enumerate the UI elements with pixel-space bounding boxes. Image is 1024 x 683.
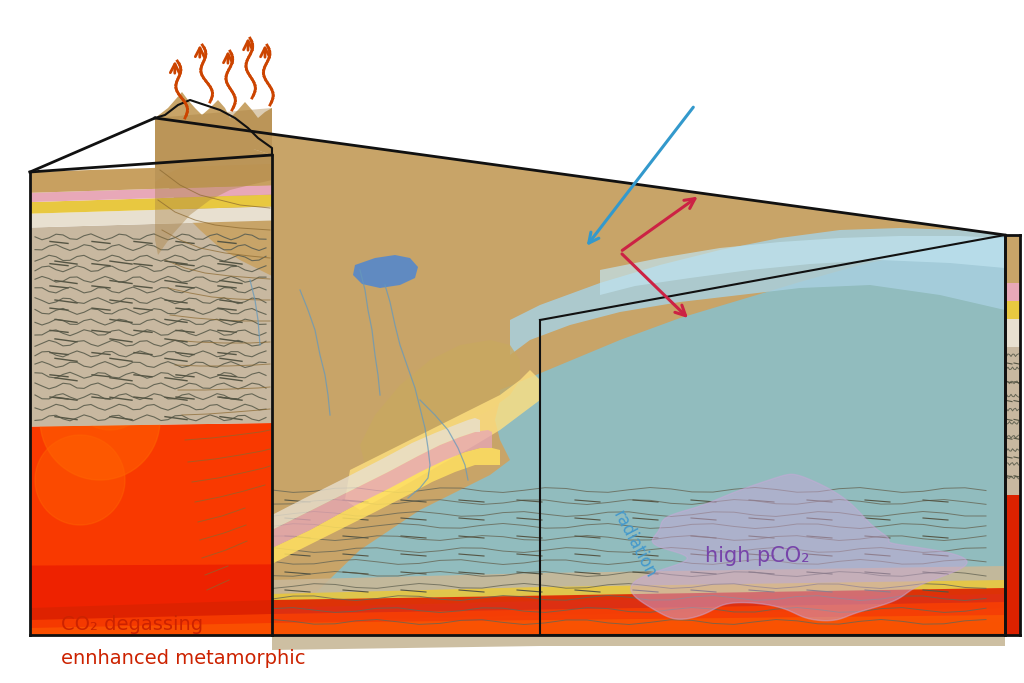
Text: ennhanced metamorphic: ennhanced metamorphic: [61, 649, 306, 668]
Polygon shape: [1005, 301, 1020, 319]
Polygon shape: [510, 228, 1005, 355]
Polygon shape: [155, 92, 272, 182]
Polygon shape: [30, 195, 272, 214]
Polygon shape: [1005, 283, 1020, 301]
Polygon shape: [30, 588, 1005, 635]
Polygon shape: [353, 255, 418, 288]
Polygon shape: [30, 423, 272, 635]
Polygon shape: [631, 474, 967, 621]
Polygon shape: [1005, 235, 1020, 635]
Polygon shape: [30, 423, 272, 566]
Circle shape: [35, 435, 125, 525]
Polygon shape: [155, 118, 530, 635]
Polygon shape: [30, 602, 1005, 635]
Text: high pCO₂: high pCO₂: [706, 546, 810, 566]
Polygon shape: [272, 594, 1005, 622]
Polygon shape: [1005, 347, 1020, 495]
Polygon shape: [272, 235, 1005, 635]
Text: radiation: radiation: [609, 507, 659, 581]
Polygon shape: [272, 622, 1005, 650]
Polygon shape: [30, 206, 272, 227]
Polygon shape: [600, 236, 1005, 295]
Polygon shape: [272, 608, 1005, 636]
Polygon shape: [30, 615, 1005, 635]
Polygon shape: [155, 118, 1005, 635]
Polygon shape: [30, 221, 272, 427]
Polygon shape: [272, 430, 492, 548]
Circle shape: [40, 360, 160, 480]
Polygon shape: [272, 580, 1005, 608]
Circle shape: [70, 350, 150, 430]
Text: CO₂ degassing: CO₂ degassing: [61, 615, 204, 634]
Polygon shape: [272, 418, 480, 530]
Polygon shape: [1005, 235, 1020, 283]
Polygon shape: [272, 448, 500, 564]
Polygon shape: [345, 370, 540, 510]
Polygon shape: [30, 185, 272, 202]
Polygon shape: [272, 566, 1005, 594]
Polygon shape: [1005, 495, 1020, 635]
Polygon shape: [360, 340, 520, 465]
Polygon shape: [155, 108, 272, 255]
Polygon shape: [1005, 319, 1020, 347]
Polygon shape: [30, 164, 272, 193]
